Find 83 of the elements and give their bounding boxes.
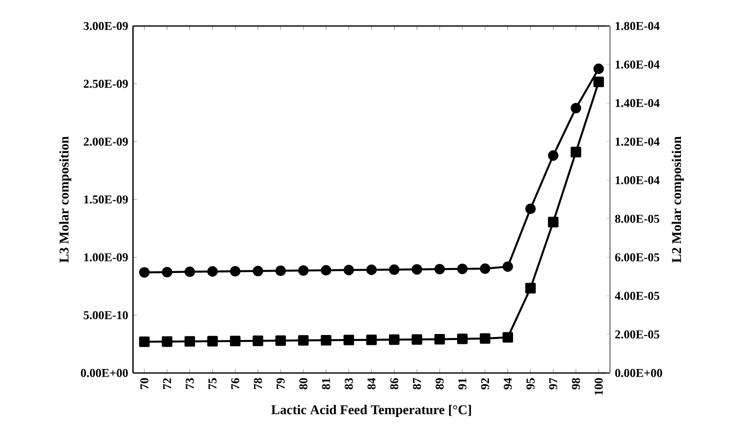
point [525, 203, 536, 214]
point [162, 266, 172, 278]
x-tick-label: 98 [572, 378, 580, 390]
point [252, 336, 264, 346]
x-tick-label: 89 [436, 378, 444, 390]
y2-tick-label: 2.00E-05 [615, 330, 660, 339]
y-tick-label: 2.50E-09 [84, 80, 128, 88]
y2-tick-label: 1.00E-04 [616, 176, 660, 184]
point [480, 333, 490, 344]
point [320, 334, 332, 346]
y-tick-label: 1.50E-09 [84, 195, 128, 204]
point [480, 263, 490, 274]
point [593, 76, 604, 88]
x-tick-label: 86 [390, 378, 398, 390]
point [320, 265, 332, 276]
point [298, 335, 309, 346]
point [184, 336, 196, 347]
point [207, 336, 218, 346]
y-axis-title: L3 Molar composition [59, 136, 72, 263]
point [230, 266, 240, 276]
x-tick-label: 87 [412, 378, 421, 390]
point [366, 334, 377, 346]
point [548, 150, 558, 161]
y-tick-label: 2.00E-09 [84, 138, 128, 146]
y2-tick-label: 6.00E-05 [615, 253, 660, 262]
y2-tick-label: 1.60E-04 [616, 60, 660, 69]
x-tick-label: 76 [231, 378, 240, 390]
x-tick-label: 97 [549, 378, 558, 390]
point [184, 266, 196, 278]
point [502, 332, 514, 343]
point [252, 266, 264, 276]
y-tick-label: 0.00E+00 [80, 368, 128, 378]
point [525, 282, 536, 294]
point [139, 267, 150, 278]
point [207, 266, 218, 277]
point [457, 264, 468, 274]
y-tick-label: 1.00E-09 [84, 253, 128, 262]
x-tick-label: 84 [367, 378, 376, 390]
point [412, 334, 422, 345]
x-tick-label: 72 [163, 378, 172, 390]
point [230, 336, 240, 346]
x-tick-label: 73 [186, 378, 194, 390]
point [570, 146, 582, 158]
point [548, 216, 558, 228]
x-tick-label: 80 [299, 378, 308, 390]
x-axis-title: Lactic Acid Feed Temperature [°C] [271, 404, 471, 417]
y2-tick-label: 4.00E-05 [614, 292, 660, 300]
x-tick-label: 95 [526, 378, 535, 390]
y-tick-label: 5.00E-10 [84, 311, 128, 320]
point [162, 336, 172, 347]
x-tick-label: 94 [504, 378, 512, 390]
point [434, 334, 445, 345]
point [457, 334, 468, 344]
x-tick-label: 100 [594, 378, 603, 395]
x-tick-label: 83 [344, 378, 353, 390]
point [344, 334, 354, 346]
x-tick-label: 91 [458, 378, 466, 390]
point [298, 265, 309, 276]
point [388, 264, 400, 275]
x-tick-label: 92 [481, 378, 490, 390]
point [366, 264, 377, 276]
point [412, 264, 422, 275]
y2-axis-title: L2 Molar composition [672, 136, 684, 263]
x-tick-label: 79 [276, 378, 285, 390]
y2-tick-label: 1.80E-04 [616, 22, 660, 30]
point [344, 264, 354, 276]
y-tick-label: 3.00E-09 [84, 22, 128, 30]
point [139, 336, 150, 348]
x-tick-label: 75 [208, 378, 216, 390]
y2-tick-label: 8.00E-05 [615, 214, 660, 223]
point [388, 334, 400, 345]
x-tick-label: 70 [140, 378, 148, 390]
y2-tick-label: 1.20E-04 [616, 138, 660, 146]
point [275, 335, 286, 346]
x-tick-label: 78 [254, 378, 262, 390]
point [570, 102, 582, 114]
x-tick-label: 81 [322, 378, 330, 390]
y2-tick-label: 0.00E+00 [615, 368, 662, 378]
point [593, 64, 604, 74]
point [502, 261, 514, 272]
point [434, 264, 445, 274]
point [275, 265, 286, 276]
y2-tick-label: 1.40E-04 [616, 99, 660, 108]
